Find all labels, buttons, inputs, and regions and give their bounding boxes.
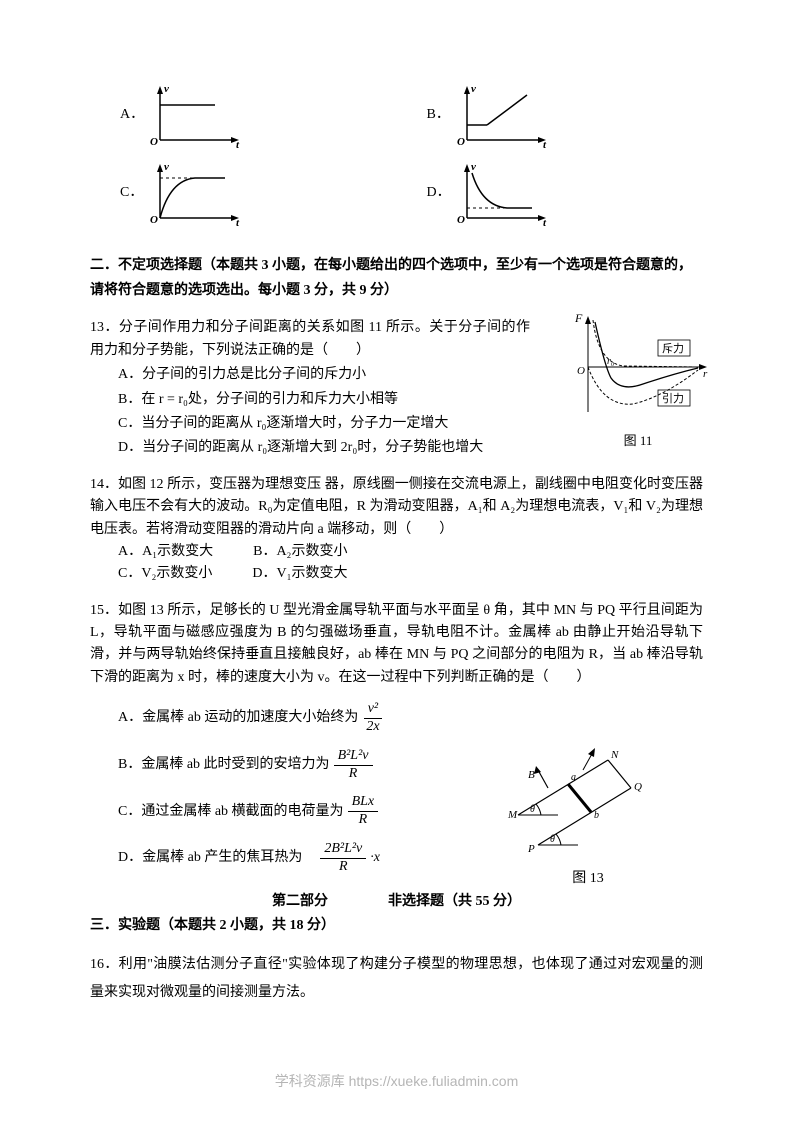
q13: F O r₀ r 斥力 引力 图 11 13．分子间作用力和分子间距离的关系如图…	[90, 317, 703, 459]
q14-options-row1: A．A₁示数变大 B．A₂示数变小	[90, 541, 703, 563]
label-A: A．	[90, 104, 140, 126]
q15-optD: D．金属棒 ab 产生的焦耳热为 2B²L²v R ·x	[118, 841, 490, 876]
ylabel-B: v	[471, 83, 476, 95]
fig13-theta1: θ	[530, 804, 535, 815]
graph-row-2: C． O v t D． O v t	[90, 158, 703, 228]
q15-optB-num: B²L²v	[334, 748, 373, 766]
label-C: C．	[90, 182, 140, 204]
xlabel-D: t	[543, 217, 547, 228]
q15-optD-frac: 2B²L²v R	[320, 841, 366, 876]
fig13-B: B	[528, 769, 535, 781]
q13-text: 13．分子间作用力和分子间距离的关系如图 11 所示。关于分子间的作用力和分子势…	[90, 317, 530, 362]
q15-optB-den: R	[345, 766, 362, 783]
fig11-O: O	[577, 365, 585, 377]
fig13-caption: 图 13	[503, 868, 673, 890]
q15-optA: A．金属棒 ab 运动的加速度大小始终为 v² 2x	[118, 701, 490, 736]
graph-C-svg: O v t	[140, 158, 250, 228]
part2-col2: 非选择题（共 55 分）	[388, 891, 521, 913]
q15-optA-den: 2x	[362, 719, 383, 736]
label-D: D．	[397, 182, 447, 204]
q14-optD: D．V₁示数变大	[252, 563, 347, 585]
ylabel-A: v	[164, 83, 169, 95]
origin-A: O	[150, 136, 158, 148]
q16: 16．利用"油膜法估测分子直径"实验体现了构建分子模型的物理思想，也体现了通过对…	[90, 951, 703, 1007]
q15-optB-frac: B²L²v R	[334, 748, 373, 783]
fig11-caption: 图 11	[563, 431, 713, 452]
q15-optC-den: R	[355, 812, 372, 829]
q15-optC: C．通过金属棒 ab 横截面的电荷量为 BLx R	[118, 794, 490, 829]
q14-text: 14．如图 12 所示，变压器为理想变压 器，原线圈一侧接在交流电源上，副线圈中…	[90, 474, 703, 541]
fig11-repulsion: 斥力	[662, 342, 684, 355]
q15-optD-den: R	[335, 859, 352, 876]
q14-options-row2: C．V₂示数变小 D．V₁示数变大	[90, 563, 703, 585]
label-B: B．	[397, 104, 447, 126]
q16-text: 16．利用"油膜法估测分子直径"实验体现了构建分子模型的物理思想，也体现了通过对…	[90, 951, 703, 1007]
graph-C: C． O v t	[90, 158, 397, 228]
q15: 15．如图 13 所示，足够长的 U 型光滑金属导轨平面与水平面呈 θ 角，其中…	[90, 600, 703, 876]
q15-optD-num: 2B²L²v	[320, 841, 366, 859]
fig13-M: M	[507, 809, 518, 821]
q15-optC-pre: C．通过金属棒 ab 横截面的电荷量为	[118, 801, 344, 823]
q15-optA-frac: v² 2x	[362, 701, 383, 736]
fig11-r: r	[703, 368, 708, 380]
q15-optD-suf: ·x	[370, 847, 380, 869]
part2-header: 第二部分 非选择题（共 55 分）	[90, 891, 703, 913]
xlabel-C: t	[236, 217, 240, 228]
graph-B: B． O v t	[397, 80, 704, 150]
part2-col1: 第二部分	[272, 891, 328, 913]
q14-optA: A．A₁示数变大	[118, 541, 213, 563]
graph-D-svg: O v t	[447, 158, 557, 228]
q15-optC-frac: BLx R	[348, 794, 379, 829]
ylabel-D: v	[471, 161, 476, 173]
fig13-N: N	[610, 749, 619, 761]
xlabel-A: t	[236, 139, 240, 150]
section2-header: 二．不定项选择题（本题共 3 小题，在每小题给出的四个选项中，至少有一个选项是符…	[90, 253, 703, 303]
q14: 14．如图 12 所示，变压器为理想变压 器，原线圈一侧接在交流电源上，副线圈中…	[90, 474, 703, 586]
graph-A: A． O v t	[90, 80, 397, 150]
q14-optC: C．V₂示数变小	[118, 563, 212, 585]
ylabel-C: v	[164, 161, 169, 173]
q15-optC-num: BLx	[348, 794, 379, 812]
graph-row-1: A． O v t B． O v t	[90, 80, 703, 150]
fig11-svg: F O r₀ r 斥力 引力	[563, 312, 713, 422]
q15-options: A．金属棒 ab 运动的加速度大小始终为 v² 2x B．金属棒 ab 此时受到…	[90, 701, 490, 875]
fig11-attraction: 引力	[662, 391, 684, 405]
xlabel-B: t	[543, 139, 547, 150]
origin-B: O	[457, 136, 465, 148]
fig13-b: b	[594, 810, 599, 821]
q15-text: 15．如图 13 所示，足够长的 U 型光滑金属导轨平面与水平面呈 θ 角，其中…	[90, 600, 703, 690]
origin-D: O	[457, 214, 465, 226]
q15-optA-pre: A．金属棒 ab 运动的加速度大小始终为	[118, 707, 358, 729]
q15-optA-num: v²	[364, 701, 382, 719]
fig13-svg: M N P Q B a b θ θ	[503, 740, 673, 860]
graph-A-svg: O v t	[140, 80, 250, 150]
q15-optD-pre: D．金属棒 ab 产生的焦耳热为	[118, 847, 316, 869]
graph-D: D． O v t	[397, 158, 704, 228]
fig13-P: P	[527, 843, 535, 855]
fig11: F O r₀ r 斥力 引力 图 11	[563, 312, 713, 451]
fig13-Q: Q	[634, 781, 642, 793]
origin-C: O	[150, 214, 158, 226]
section3-header: 三．实验题（本题共 2 小题，共 18 分）	[90, 915, 703, 937]
fig13-a: a	[571, 772, 576, 783]
fig11-F: F	[574, 312, 583, 325]
q15-optB-pre: B．金属棒 ab 此时受到的安培力为	[118, 754, 330, 776]
fig13: M N P Q B a b θ θ 图 13	[503, 740, 673, 891]
fig11-r0: r₀	[607, 356, 615, 367]
graph-B-svg: O v t	[447, 80, 557, 150]
q14-optB: B．A₂示数变小	[253, 541, 347, 563]
q15-optB: B．金属棒 ab 此时受到的安培力为 B²L²v R	[118, 748, 490, 783]
footer: 学科资源库 https://xueke.fuliadmin.com	[0, 1070, 793, 1092]
fig13-theta2: θ	[550, 834, 555, 845]
